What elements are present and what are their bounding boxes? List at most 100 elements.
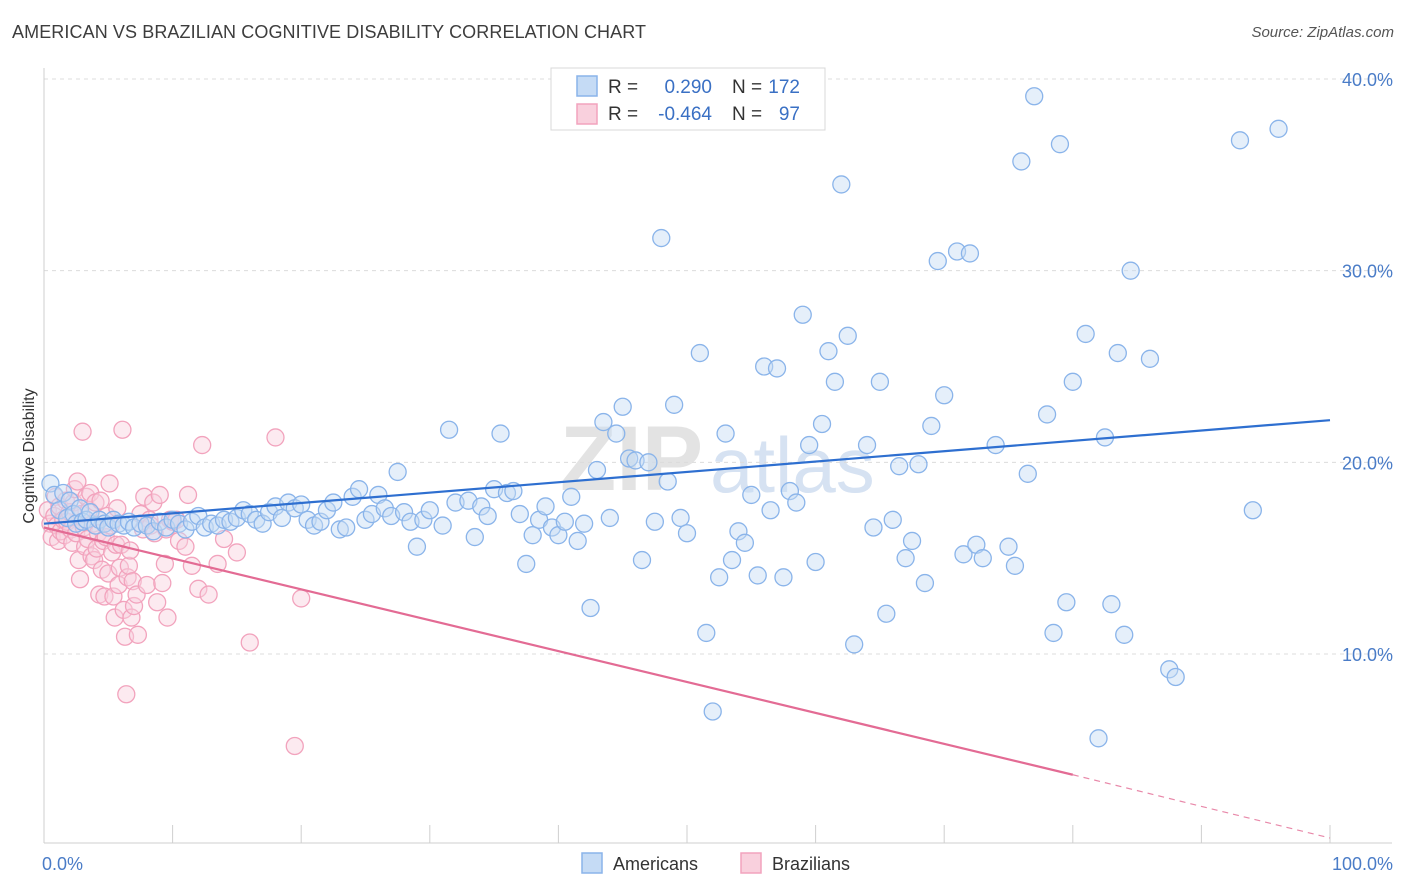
americans-point-78	[510, 504, 529, 524]
americans-point-92	[600, 508, 619, 528]
brazilians-point-89	[199, 585, 218, 604]
americans-point-114	[748, 566, 767, 585]
americans-point-149	[999, 537, 1018, 556]
brazilians-point-74	[148, 593, 167, 612]
americans-point-142	[935, 386, 954, 405]
americans-point-75	[491, 424, 510, 443]
americans-point-93	[607, 424, 626, 443]
americans-point-40	[253, 514, 272, 533]
americans-point-117	[767, 359, 787, 378]
americans-point-165	[1121, 261, 1140, 280]
americans-point-101	[658, 472, 677, 491]
americans-point-88	[574, 514, 594, 533]
brazilians-point-69	[137, 575, 157, 595]
bottom-legend-swatch-brazilians	[740, 852, 762, 874]
brazilians-point-54	[113, 420, 132, 439]
americans-point-134	[883, 510, 902, 529]
brazilians-point-75	[150, 485, 169, 505]
y-axis-title: Cognitive Disability	[21, 388, 38, 523]
americans-point-109	[716, 424, 735, 443]
americans-point-148	[986, 435, 1005, 455]
brazilians-point-86	[182, 556, 202, 575]
americans-trend-line	[43, 419, 1331, 525]
americans-point-152	[1018, 464, 1037, 483]
americans-point-95	[619, 449, 639, 468]
brazilians-point-57	[117, 685, 136, 704]
americans-point-138	[909, 455, 928, 474]
americans-point-72	[472, 497, 491, 516]
brazilians-point-77	[155, 554, 175, 574]
americans-point-132	[870, 372, 890, 391]
gridlines	[44, 78, 1392, 655]
brazilians-point-65	[128, 625, 148, 644]
americans-point-166	[1140, 349, 1160, 368]
brazilians-point-87	[189, 579, 208, 598]
brazilians-point-55	[114, 600, 133, 620]
americans-point-168	[1166, 667, 1185, 687]
bottom-legend-swatch-americans	[581, 852, 603, 874]
americans-point-135	[890, 457, 909, 476]
y-tick-label-1: 20.0%	[1342, 453, 1393, 473]
tick-labels: 10.0% 20.0% 30.0% 40.0% 0.0% 100.0%	[42, 70, 1393, 874]
americans-point-49	[311, 512, 330, 531]
americans-point-43	[272, 508, 292, 528]
americans-point-51	[324, 493, 343, 512]
americans-point-89	[581, 598, 600, 618]
brazilians-point-79	[158, 608, 177, 627]
americans-point-122	[800, 435, 819, 455]
americans-point-99	[645, 512, 664, 531]
americans-point-170	[1243, 501, 1262, 520]
brazilians-point-93	[240, 633, 259, 652]
americans-point-158	[1063, 372, 1082, 391]
brazilians-point-63	[124, 596, 144, 616]
americans-point-104	[677, 524, 697, 543]
americans-point-141	[928, 251, 947, 271]
brazilians-point-95	[285, 736, 304, 756]
americans-point-105	[690, 343, 710, 363]
americans-point-123	[806, 552, 825, 572]
brazilians-point-88	[193, 435, 212, 455]
stats-n-label-americans: N =	[732, 77, 762, 98]
americans-point-169	[1230, 131, 1250, 150]
brazilians-trend-extension	[1072, 774, 1331, 839]
americans-point-68	[439, 420, 459, 439]
brazilians-point-32	[85, 550, 104, 570]
bottom-legend-label-americans: Americans	[613, 854, 698, 874]
brazilians-point-37	[91, 491, 110, 510]
americans-point-136	[896, 549, 915, 568]
brazilians-point-61	[122, 608, 141, 627]
americans-point-155	[1044, 623, 1063, 643]
brazilians-point-21	[70, 570, 90, 589]
americans-point-86	[562, 487, 581, 506]
americans-point-108	[710, 568, 729, 587]
stats-n-value-americans: 172	[768, 77, 800, 98]
brazilians-point-23	[73, 422, 92, 441]
americans-point-116	[761, 501, 780, 520]
americans-point-65	[414, 510, 433, 529]
americans-point-52	[330, 520, 349, 539]
americans-point-76	[497, 483, 517, 503]
americans-point-144	[954, 545, 973, 564]
stats-r-value-brazilians: -0.464	[658, 104, 712, 125]
stats-n-value-brazilians: 97	[779, 104, 800, 125]
brazilians-point-68	[135, 487, 154, 506]
americans-point-157	[1057, 593, 1076, 612]
y-tick-label-2: 30.0%	[1342, 262, 1393, 282]
y-tick-label-0: 10.0%	[1342, 645, 1393, 665]
americans-point-162	[1102, 595, 1121, 614]
bottom-legend-label-brazilians: Brazilians	[772, 854, 850, 874]
americans-point-151	[1012, 152, 1031, 171]
americans-point-103	[671, 508, 690, 528]
brazilians-point-62	[123, 572, 142, 591]
brazilians-point-47	[104, 587, 123, 606]
americans-point-100	[652, 228, 671, 248]
americans-point-106	[697, 623, 716, 643]
stats-r-label-brazilians: R =	[608, 104, 638, 125]
americans-point-111	[729, 522, 748, 541]
americans-point-171	[1269, 119, 1288, 138]
brazilians-point-84	[176, 537, 195, 556]
brazilians-point-19	[68, 472, 87, 491]
americans-point-64	[407, 537, 427, 556]
americans-point-7	[67, 514, 86, 533]
americans-point-126	[825, 372, 845, 391]
